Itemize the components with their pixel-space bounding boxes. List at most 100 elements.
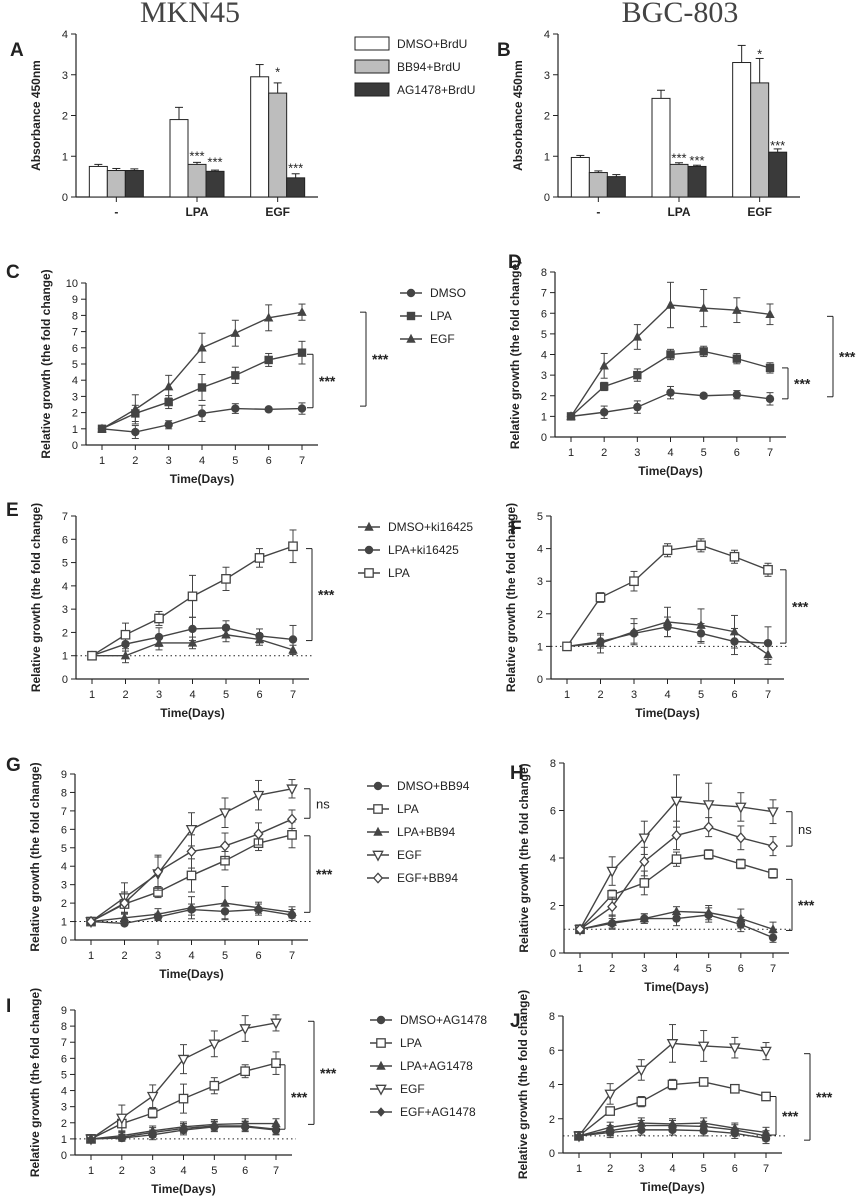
y-tick-label: 3 [62, 604, 68, 616]
data-point [185, 824, 198, 836]
data-point [87, 650, 97, 661]
series-EGF [566, 281, 775, 421]
x-tick-label: 7 [767, 447, 773, 459]
x-tick-label: 6 [256, 689, 262, 701]
data-point [271, 1124, 281, 1134]
data-point [729, 551, 740, 562]
data-point [666, 350, 675, 359]
series-EGF+BB94 [85, 809, 298, 928]
data-point [730, 1125, 740, 1135]
significance-label: *** [794, 375, 811, 391]
x-axis-title: Time(Days) [640, 1180, 704, 1194]
y-tick-label: 10 [66, 278, 78, 290]
panel-letter: I [6, 996, 11, 1017]
data-point [599, 408, 609, 417]
y-tick-label: 2 [61, 898, 67, 910]
data-point [633, 370, 642, 380]
x-tick-label: 6 [738, 963, 744, 975]
data-point [263, 312, 274, 322]
data-point [703, 907, 714, 917]
significance-label: *** [316, 866, 333, 882]
series-EGF+BB94 [574, 817, 779, 935]
y-tick-label: 1 [62, 651, 68, 663]
x-tick-label: 4 [188, 950, 194, 962]
y-tick-label: 8 [61, 787, 67, 799]
data-point [698, 1077, 709, 1087]
x-tick-label: LPA [667, 205, 690, 219]
data-point [255, 631, 264, 641]
data-point [197, 409, 207, 418]
data-point [730, 637, 739, 646]
bar-BB94+BrdU [268, 92, 288, 198]
data-point [186, 870, 197, 881]
x-tick-label: 6 [732, 1163, 738, 1175]
significance-label: *** [320, 1065, 337, 1081]
y-tick-label: 0 [62, 192, 68, 204]
data-point [663, 622, 672, 632]
significance-label: *** [770, 138, 785, 153]
bar-AG1478+BrdU [687, 165, 707, 198]
x-tick-label: 1 [577, 963, 583, 975]
data-point [763, 638, 773, 648]
x-tick-label: 5 [223, 689, 229, 701]
y-tick-label: 5 [61, 843, 67, 855]
x-tick-label: 6 [255, 950, 261, 962]
bar-DMSO+BrdU [651, 97, 671, 198]
legend-marker [376, 1015, 386, 1025]
data-point [768, 933, 778, 942]
data-point [562, 641, 572, 652]
y-tick-label: 1 [537, 641, 543, 653]
series-LPA [87, 529, 298, 661]
x-tick-label: 4 [199, 455, 205, 467]
x-tick-label: 7 [290, 689, 296, 701]
data-point [119, 897, 130, 909]
x-tick-label: 4 [180, 1165, 186, 1177]
data-point [761, 1131, 771, 1141]
legend-marker [372, 872, 384, 884]
y-tick-label: 2 [62, 627, 68, 639]
y-tick-label: 2 [61, 1118, 67, 1130]
x-axis-title: Time(Days) [159, 967, 223, 981]
y-axis-title: Relative growth (the fold change) [504, 503, 518, 692]
data-point [765, 394, 775, 404]
legend-label: DMSO+BrdU [397, 37, 467, 51]
bar-AG1478+BrdU [606, 176, 626, 198]
data-point [287, 830, 297, 840]
y-axis-title: Relative growth (the fold change) [29, 503, 43, 692]
data-point [219, 840, 231, 852]
y-tick-label: 2 [544, 111, 550, 123]
y-tick-label: 0 [537, 674, 543, 686]
y-tick-label: 2 [550, 901, 556, 913]
x-tick-label: 1 [564, 689, 570, 701]
y-tick-label: 3 [544, 70, 550, 82]
series-DMSO [97, 402, 307, 440]
data-point [566, 411, 576, 421]
data-point [146, 1091, 159, 1103]
data-point [671, 854, 682, 865]
data-point [271, 1118, 281, 1128]
y-tick-label: 1 [62, 151, 68, 163]
x-tick-label: 3 [156, 689, 162, 701]
data-point [86, 1134, 96, 1144]
y-tick-label: 0 [62, 674, 68, 686]
y-tick-label: 3 [62, 70, 68, 82]
x-axis-title: Time(Days) [644, 980, 708, 994]
data-point [729, 1083, 740, 1094]
legend-label: AG1478+BrdU [397, 83, 475, 97]
y-tick-label: 7 [62, 511, 68, 523]
data-point [596, 637, 605, 646]
legend-swatch [354, 82, 390, 97]
y-tick-label: 9 [72, 294, 78, 306]
legend-marker [376, 1060, 386, 1070]
significance-label: *** [189, 148, 204, 163]
data-point [85, 915, 97, 928]
legend-marker [372, 850, 384, 862]
data-point [230, 328, 241, 337]
y-tick-label: 4 [537, 544, 543, 556]
data-point [765, 309, 775, 318]
y-tick-label: 1 [72, 424, 78, 436]
legend-marker [364, 545, 374, 555]
y-axis-title: Relative growth (the fold change) [39, 269, 53, 458]
